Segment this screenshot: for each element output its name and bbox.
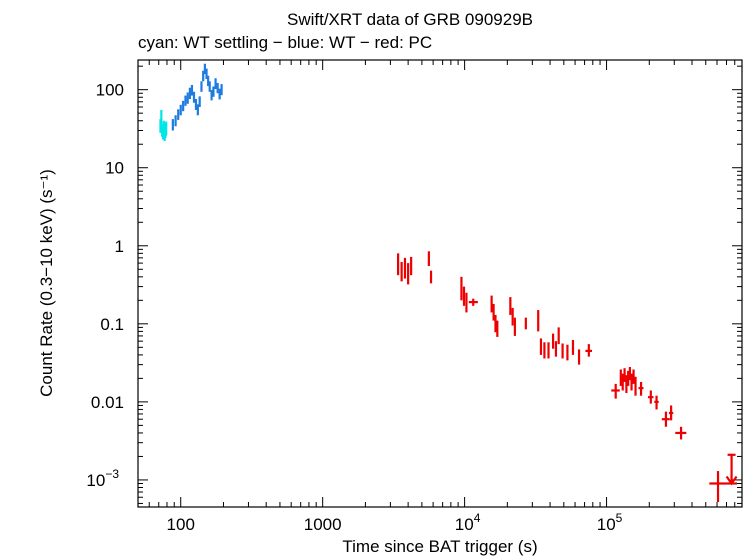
data-point [675,426,687,440]
data-marks [159,63,738,503]
y-tick-label: 10−3 [86,467,119,490]
data-point [585,344,593,357]
x-tick-label: 100 [167,515,195,534]
y-tick-label: 0.01 [91,393,124,412]
data-point [709,471,727,503]
data-point [468,298,478,306]
x-tick-label: 1000 [304,515,342,534]
data-point [654,395,659,410]
data-point [648,390,654,404]
x-axis-label: Time since BAT trigger (s) [342,537,537,556]
upper-limit-point [725,453,738,486]
upper-limit-arrow [725,475,738,486]
y-tick-label: 0.1 [100,315,124,334]
data-point [638,381,644,396]
plot-frame [137,59,743,508]
data-point [611,383,620,399]
tick-labels: 100 1000 104 105 100 10 1 0.1 0.01 10−3 [86,81,622,534]
y-axis-label: Count Rate (0.3−10 keV) (s⁻¹) [37,169,56,397]
y-tick-label: 100 [96,81,124,100]
data-point [668,405,674,421]
axis-ticks [137,60,743,507]
y-tick-label: 1 [115,237,124,256]
y-tick-label: 10 [105,159,124,178]
chart-title: Swift/XRT data of GRB 090929B [287,10,533,29]
data-point [661,411,670,427]
series-wt-settling [159,109,168,142]
series-wt [171,63,223,131]
chart-subtitle: cyan: WT settling − blue: WT − red: PC [138,33,432,52]
series-pc [397,251,738,503]
x-tick-label: 105 [597,511,623,534]
x-tick-label: 104 [455,511,481,534]
